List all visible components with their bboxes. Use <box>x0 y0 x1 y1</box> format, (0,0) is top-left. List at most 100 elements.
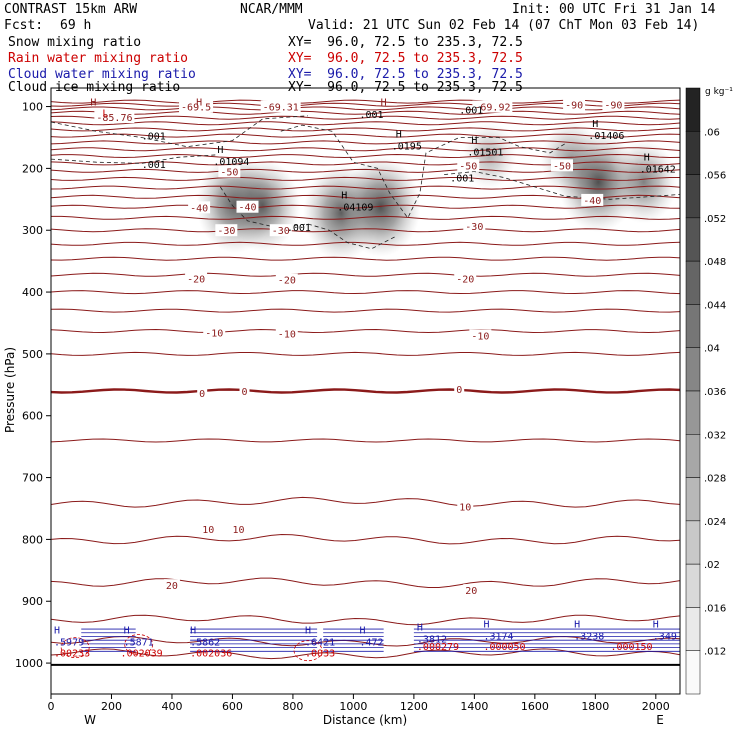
cloud-ice-contour <box>280 124 566 219</box>
forecast-value: 69 h <box>60 18 92 33</box>
temperature-label-bg <box>454 383 465 396</box>
x-tick-label: 200 <box>101 700 122 713</box>
temperature-contour-label: -30 <box>465 222 483 233</box>
isotherm-line <box>51 168 680 173</box>
temperature-contour-label: 0 <box>242 387 248 398</box>
model-title: CONTRAST 15km ARW <box>4 2 138 17</box>
temperature-label-bg <box>203 326 226 339</box>
field-xy-cloud-water: XY= 96.0, 72.5 to 235.3, 72.5 <box>288 67 523 82</box>
temperature-contour-label: -69.31 <box>263 103 299 114</box>
colorbar-tick-label: .02 <box>704 560 720 571</box>
x-tick-label: 1400 <box>460 700 488 713</box>
x-tick-label: 1800 <box>581 700 609 713</box>
temperature-label-bg <box>469 329 492 342</box>
colorbar-tick-label: .012 <box>704 647 726 658</box>
y-tick-label: 1000 <box>15 657 43 670</box>
temperature-contour-label: 20 <box>465 586 477 597</box>
temperature-contour-label: -30 <box>217 226 235 237</box>
isotherm-line <box>51 102 680 107</box>
temperature-contour-label: -50 <box>459 161 477 172</box>
colorbar-tick-label: .024 <box>704 517 726 528</box>
isotherm-line <box>51 228 680 233</box>
temperature-contour-label: -20 <box>278 276 296 287</box>
cloud-water-max-h: H <box>417 622 423 633</box>
isotherm-line <box>51 328 680 334</box>
temperature-contour-label: -20 <box>456 274 474 285</box>
field-name-snow: Snow mixing ratio <box>8 35 142 50</box>
x-tick-label: 1200 <box>400 700 428 713</box>
rain-contour <box>60 637 90 659</box>
cloud-water-max-h: H <box>190 625 196 636</box>
colorbar-tick-label: .032 <box>704 430 726 441</box>
ice-contour-label: .001 <box>359 110 383 121</box>
rain-max-value: .000150 <box>610 642 652 653</box>
isotherm-line <box>51 153 680 159</box>
isotherm-line <box>51 161 680 166</box>
snow-max-h: H <box>644 152 650 163</box>
temperature-label-bg <box>269 224 292 237</box>
isotherm-line <box>51 496 680 508</box>
colorbar-tick-label: .028 <box>704 474 726 485</box>
temperature-contour-label: -40 <box>238 203 256 214</box>
colorbar-swatch <box>685 347 701 392</box>
temperature-label-bg <box>275 327 298 340</box>
colorbar-swatch <box>685 477 701 522</box>
colorbar-tick-label: .06 <box>704 127 720 138</box>
colorbar-swatch <box>685 390 701 435</box>
isotherm-line <box>51 351 680 356</box>
ice-contour-label: .001 <box>287 223 311 234</box>
cloud-water-max-value: .3174 <box>483 631 513 642</box>
field-name-cloud-water: Cloud water mixing ratio <box>8 67 196 82</box>
temperature-label-bg <box>94 111 135 124</box>
temperature-label-bg <box>215 224 238 237</box>
x-tick-label: 800 <box>282 700 303 713</box>
colorbar-swatch <box>685 87 701 132</box>
extremum-label-h: H <box>90 98 96 109</box>
isotherm-line <box>51 185 680 190</box>
isotherm-line <box>51 110 680 115</box>
isotherm-line <box>51 176 680 181</box>
temperature-label-bg <box>472 100 513 113</box>
cloud-water-max-value: .6421 <box>305 637 335 648</box>
cloud-water-max-value: .5871 <box>124 637 154 648</box>
temperature-label-bg <box>563 98 586 111</box>
cloud-water-max-h: H <box>54 625 60 636</box>
isotherm-line <box>51 438 680 443</box>
temperature-label-bg <box>239 385 250 397</box>
temperature-contour-label: -10 <box>278 329 296 340</box>
colorbar-swatch <box>685 260 701 305</box>
isotherm-0-line <box>51 388 680 394</box>
isotherm-line <box>51 115 680 120</box>
temperature-label-bg <box>179 100 214 113</box>
temperature-label-bg <box>230 522 247 535</box>
snow-max-h: H <box>471 136 477 147</box>
snow-max-h: H <box>217 145 223 156</box>
isotherm-line <box>51 241 680 246</box>
temperature-label-bg <box>457 159 480 172</box>
colorbar-swatch <box>685 434 701 478</box>
temperature-label-bg <box>200 522 217 535</box>
extremum-label-h: H <box>196 98 202 109</box>
temperature-label-bg <box>550 159 573 172</box>
x-tick-label: 1600 <box>521 700 549 713</box>
snow-max-value: .0195 <box>392 142 422 153</box>
colorbar-swatch <box>685 131 701 175</box>
rain-max-value: .000050 <box>483 642 525 653</box>
y-tick-label: 200 <box>22 162 43 175</box>
temperature-contour-label: 0 <box>199 389 205 400</box>
temperature-label-bg <box>275 273 298 286</box>
snow-shading-blob <box>610 140 677 224</box>
isotherm-line <box>51 99 680 104</box>
snow-max-h: H <box>341 191 347 202</box>
center-label: NCAR/MMM <box>240 2 303 17</box>
snow-max-value: .04109 <box>337 203 373 214</box>
x-tick-label: 400 <box>161 700 182 713</box>
isotherm-line <box>51 194 680 199</box>
field-xy-rain: XY= 96.0, 72.5 to 235.3, 72.5 <box>288 51 523 66</box>
temperature-contour-label: -85.76 <box>96 113 132 124</box>
y-tick-label: 300 <box>22 224 43 237</box>
field-name-rain: Rain water mixing ratio <box>8 51 189 66</box>
isotherm-line <box>51 290 680 295</box>
extremum-label-l: L <box>102 109 108 120</box>
y-axis-title: Pressure (hPa) <box>3 347 17 433</box>
